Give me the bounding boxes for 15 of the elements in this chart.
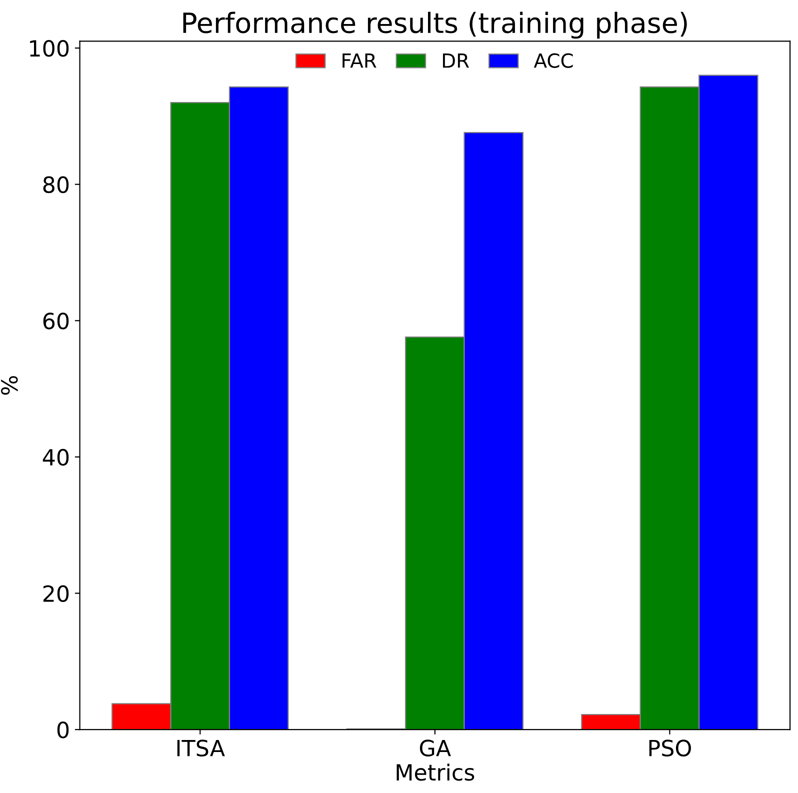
legend-label: DR bbox=[442, 54, 470, 68]
legend-label: ACC bbox=[534, 53, 573, 68]
x-tick-label: PSO bbox=[649, 740, 691, 756]
y-tick-label: 0 bbox=[57, 722, 69, 738]
x-tick-label: GA bbox=[420, 740, 451, 756]
y-tick-label: 40 bbox=[42, 448, 69, 466]
chart-title: Performance results (training phase) bbox=[183, 12, 687, 39]
y-tick-label: 60 bbox=[43, 312, 69, 330]
legend-label: FAR bbox=[342, 54, 376, 68]
y-tick-label: 100 bbox=[30, 40, 69, 57]
y-tick-label: 80 bbox=[43, 176, 69, 194]
y-tick-label: 20 bbox=[43, 585, 69, 602]
y-axis-title: % bbox=[0, 376, 18, 395]
x-tick-label: ITSA bbox=[177, 740, 225, 756]
x-axis-title: Metrics bbox=[396, 764, 474, 781]
